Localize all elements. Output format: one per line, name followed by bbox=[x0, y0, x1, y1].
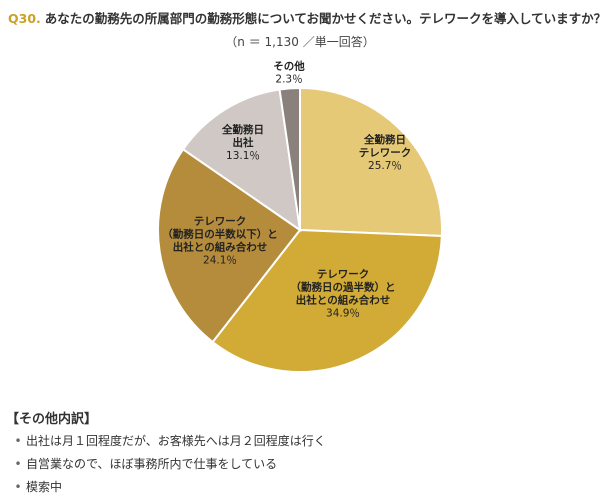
slice-label: （勤務日の半数以下）と bbox=[162, 228, 278, 241]
slice-label: 出社 bbox=[233, 136, 254, 149]
list-item-text: 出社は月１回程度だが、お客様先へは月２回程度は行く bbox=[26, 434, 326, 448]
bullet-icon: • bbox=[14, 434, 22, 448]
list-item: • 模索中 bbox=[10, 476, 326, 499]
slice-value-label: 34.9％ bbox=[326, 308, 360, 320]
slice-label: テレワーク bbox=[359, 147, 412, 159]
question-number: Q30. bbox=[8, 11, 41, 26]
pie-slice bbox=[211, 228, 443, 373]
list-item: • 出社は月１回程度だが、お客様先へは月２回程度は行く bbox=[10, 430, 326, 453]
list-item: • 自営業なので、ほぼ事務所内で仕事をしている bbox=[10, 453, 326, 476]
slice-label: 全勤務日 bbox=[363, 133, 406, 146]
other-breakdown-list: • 出社は月１回程度だが、お客様先へは月２回程度は行く • 自営業なので、ほぼ事務所… bbox=[10, 430, 326, 499]
pie-chart: 全勤務日テレワーク25.7％テレワーク（勤務日の過半数）と出社との組み合わせ34… bbox=[157, 60, 443, 373]
pie-slice bbox=[299, 86, 443, 238]
slice-label: 出社との組み合わせ bbox=[296, 294, 390, 307]
slice-label: テレワーク bbox=[194, 216, 247, 228]
slice-label: （勤務日の過半数）と bbox=[291, 281, 396, 294]
pie-slice bbox=[157, 147, 302, 344]
list-item-text: 模索中 bbox=[26, 480, 63, 494]
question-text: あなたの勤務先の所属部門の勤務形態についてお聞かせください。テレワークを導入して… bbox=[44, 11, 600, 26]
slice-label: その他 bbox=[273, 60, 305, 73]
other-breakdown-title: 【その他内訳】 bbox=[6, 412, 98, 427]
sample-size-note: （n ＝ 1,130 ／単一回答） bbox=[225, 35, 375, 49]
list-item-text: 自営業なので、ほぼ事務所内で仕事をしている bbox=[26, 457, 278, 471]
slice-label: 出社との組み合わせ bbox=[173, 241, 267, 254]
slice-value-label: 13.1％ bbox=[226, 150, 260, 162]
slice-label: 全勤務日 bbox=[221, 123, 264, 136]
question-heading: Q30. あなたの勤務先の所属部門の勤務形態についてお聞かせください。テレワークを… bbox=[8, 8, 600, 27]
slice-value-label: 25.7％ bbox=[368, 160, 402, 172]
pie-slice bbox=[181, 88, 302, 233]
slice-label: テレワーク bbox=[317, 269, 370, 281]
pie-slice bbox=[278, 86, 301, 231]
slice-value-label: 24.1％ bbox=[203, 255, 237, 267]
slice-value-label: 2.3％ bbox=[275, 74, 302, 86]
bullet-icon: • bbox=[14, 480, 22, 494]
bullet-icon: • bbox=[14, 457, 22, 471]
